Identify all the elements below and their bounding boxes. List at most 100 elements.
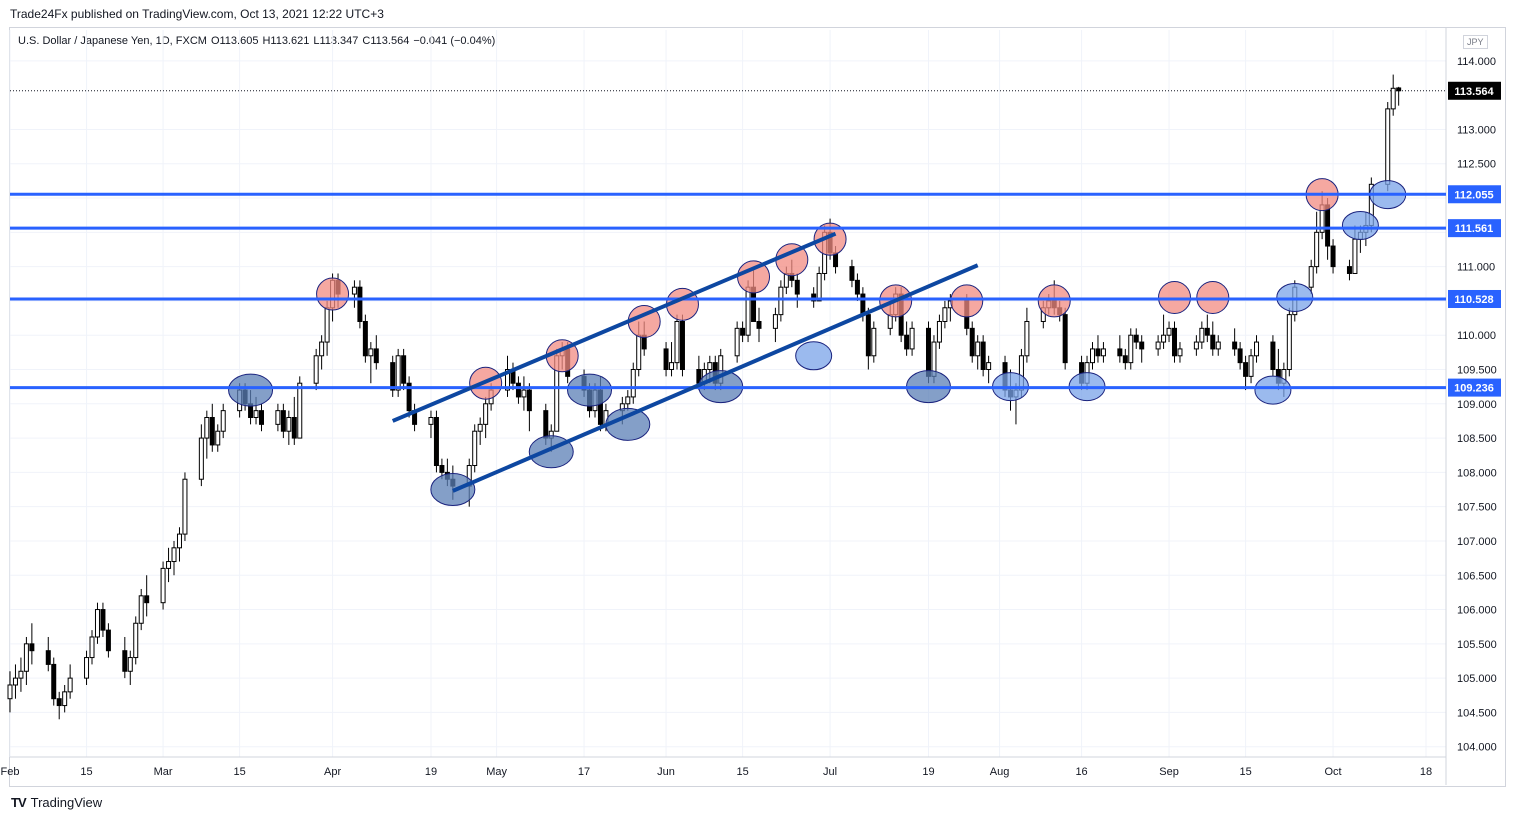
candle [275, 403, 281, 432]
candle [1346, 259, 1352, 281]
candle-body [215, 430, 221, 446]
resistance-marker [950, 284, 984, 318]
candle [778, 280, 784, 322]
candle-body [794, 279, 800, 295]
candle-body [1062, 314, 1068, 364]
horizontal-levels [10, 192, 1446, 390]
candle-body [1122, 355, 1128, 364]
candle-body [18, 670, 24, 679]
y-tick-label: 107.000 [1457, 536, 1497, 548]
candle [297, 376, 303, 439]
candle-body [663, 348, 669, 370]
candle-body [505, 368, 511, 391]
candle-body [477, 423, 483, 432]
y-tick-label: 112.500 [1457, 159, 1496, 171]
candle-body [942, 307, 948, 322]
candle-body [351, 286, 357, 295]
candle [1248, 348, 1254, 384]
candle-body [433, 417, 439, 467]
candle-body [816, 272, 822, 302]
resistance-marker [813, 222, 847, 256]
candle [510, 362, 516, 391]
candle-body [67, 677, 73, 693]
candle-body [127, 657, 133, 672]
ohlc-close: C113.564 [362, 35, 410, 47]
candle-body [745, 286, 751, 336]
candle [182, 472, 188, 541]
candle-body [811, 293, 817, 302]
tradingview-logo[interactable]: TV TradingView [11, 795, 102, 810]
candle-body [56, 698, 62, 707]
price-badge-label: 110.528 [1454, 294, 1493, 306]
candle-body [980, 341, 986, 370]
candle-body [1155, 341, 1161, 350]
candle [56, 691, 62, 720]
x-tick-label: Aug [990, 766, 1010, 778]
currency-badge[interactable]: JPY [1463, 35, 1488, 49]
resistance-marker [1158, 280, 1192, 314]
price-badge [1448, 378, 1501, 397]
candle [975, 335, 981, 370]
candle [1062, 307, 1068, 370]
x-tick-label: Feb [1, 766, 20, 778]
candle-body [395, 355, 401, 391]
candle-body [275, 410, 281, 425]
candle [679, 314, 685, 377]
candle-body [297, 382, 303, 439]
candle [220, 403, 226, 439]
candle [94, 602, 100, 644]
y-tick-label: 104.500 [1457, 707, 1497, 719]
candle [772, 307, 778, 343]
candle [1232, 328, 1238, 356]
candle-body [133, 622, 139, 659]
candle-body [1024, 320, 1030, 357]
candle-body [84, 657, 90, 679]
support-marker [567, 373, 613, 407]
candle-body [1270, 341, 1276, 370]
candle-body [674, 320, 680, 364]
candle-body [357, 286, 363, 322]
price-badge-label: 111.561 [1455, 223, 1494, 235]
candle [1243, 355, 1249, 391]
candle [1314, 211, 1320, 274]
candle-body [406, 382, 412, 412]
price-badge [1448, 185, 1501, 204]
candle [7, 671, 13, 713]
price-badge-label: 112.055 [1454, 189, 1493, 201]
candle-body [1172, 327, 1178, 357]
price-badge-label: 109.236 [1454, 383, 1494, 395]
y-tick-label: 111.000 [1457, 262, 1495, 274]
x-tick-label: Jul [823, 766, 837, 778]
candle [1396, 86, 1402, 106]
candle-body [636, 334, 642, 370]
candle-body [324, 307, 330, 343]
candle [215, 424, 221, 452]
candle-body [368, 348, 374, 357]
candle-body [707, 362, 713, 370]
candle-body [198, 437, 204, 480]
candle-body [909, 327, 915, 350]
support-marker [1341, 210, 1379, 240]
grid-lines [9, 30, 1446, 757]
y-tick-label: 107.500 [1457, 502, 1497, 514]
candle [166, 547, 172, 583]
candle [133, 616, 139, 665]
resistance-marker [1196, 280, 1230, 314]
candle [100, 602, 106, 637]
candle-body [860, 293, 866, 316]
x-tick-label: 15 [1239, 766, 1251, 778]
candle-body [1193, 341, 1199, 350]
candle-body [740, 327, 746, 336]
price-badge [1448, 289, 1501, 308]
symbol-name[interactable]: U.S. Dollar / Japanese Yen, 1D, FXCM [18, 35, 207, 47]
candle [319, 335, 325, 370]
candle [1308, 259, 1314, 295]
candle [406, 376, 412, 418]
candle [936, 314, 942, 349]
candle-body [428, 417, 434, 425]
x-tick-label: Sep [1159, 766, 1179, 778]
candle-body [1199, 327, 1205, 343]
x-tick-label: 15 [80, 766, 92, 778]
candle-body [1139, 341, 1145, 350]
